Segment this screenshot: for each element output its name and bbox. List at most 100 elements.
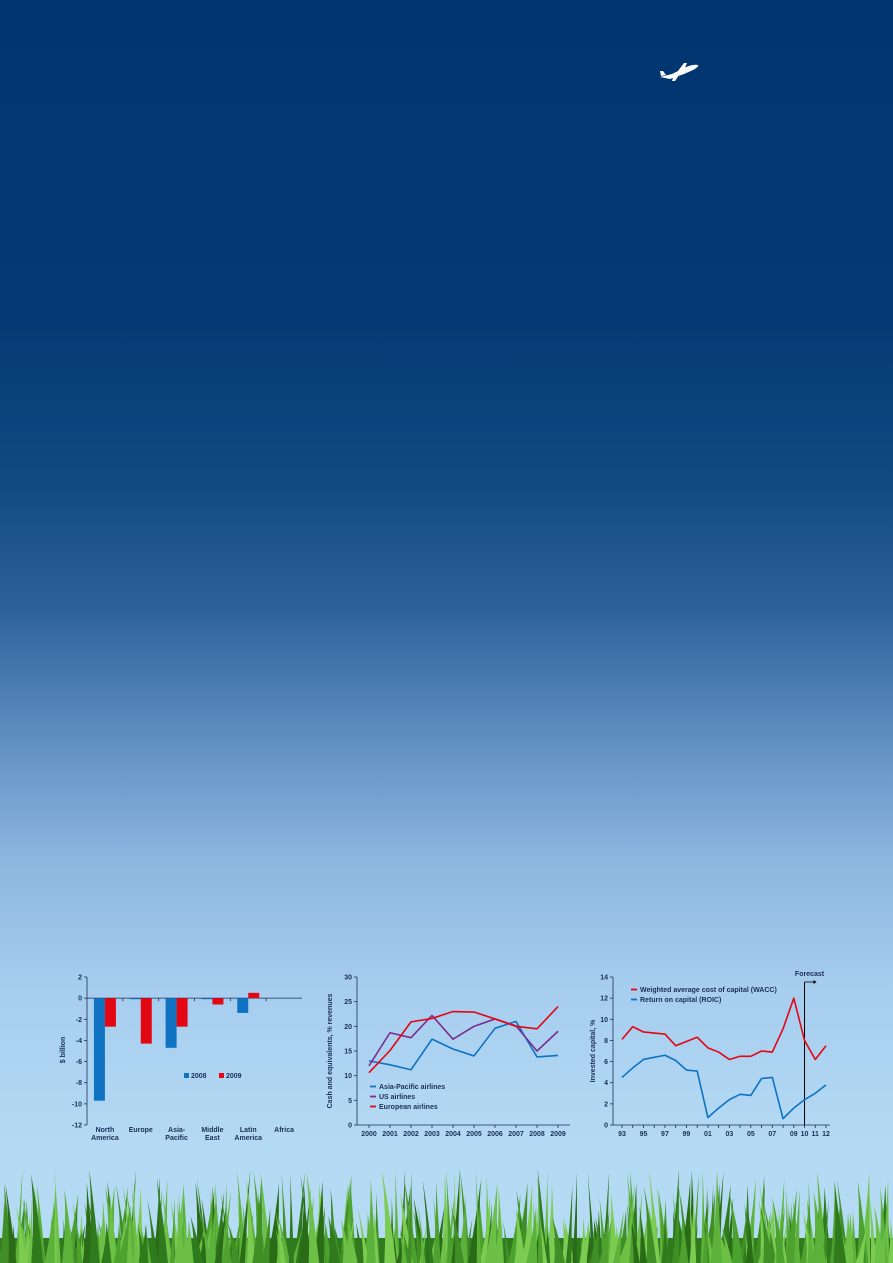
grass-blade xyxy=(291,1230,302,1263)
grass-blade xyxy=(672,1185,680,1263)
grass-strip xyxy=(0,1168,893,1263)
bar-2009 xyxy=(176,998,188,1027)
x-tick-label: Asia- xyxy=(168,1127,186,1134)
grass-blade xyxy=(745,1178,756,1263)
grass-blade xyxy=(137,1223,146,1263)
x-tick-label: 10 xyxy=(801,1131,809,1138)
cash-equivalents-line-chart: Cash and equivalents, % revenues 0 5 10 15 2… xyxy=(320,965,580,1150)
grass-blade xyxy=(771,1195,785,1263)
grass-blade xyxy=(156,1177,168,1263)
y-tick-label: 12 xyxy=(600,996,608,1003)
grass-blade xyxy=(101,1221,112,1263)
grass-blade xyxy=(579,1217,587,1263)
grass-blade xyxy=(451,1205,465,1263)
grass-blade xyxy=(22,1215,31,1263)
grass-blade xyxy=(174,1182,185,1263)
grass-blade xyxy=(183,1220,194,1263)
grass-blade xyxy=(572,1171,577,1263)
x-tick-label: Middle xyxy=(201,1127,223,1134)
grass-blade xyxy=(724,1196,734,1263)
y-tick-label: -4 xyxy=(76,1038,82,1045)
grass-blade xyxy=(27,1196,33,1263)
grass-blade xyxy=(716,1184,731,1263)
grass-blade xyxy=(738,1200,749,1263)
forecast-arrow-head xyxy=(813,980,817,984)
bar-2008 xyxy=(201,998,213,1000)
grass-blade xyxy=(689,1197,697,1263)
y-tick-label: 6 xyxy=(604,1059,608,1066)
grass-blade xyxy=(855,1226,867,1263)
grass-blade xyxy=(617,1226,630,1263)
grass-blade xyxy=(357,1207,369,1263)
grass-blade xyxy=(590,1230,601,1263)
grass-blade xyxy=(72,1203,83,1263)
grass-blade xyxy=(64,1193,79,1263)
grass-blade xyxy=(113,1219,122,1263)
grass-blade xyxy=(169,1197,175,1263)
grass-blade xyxy=(137,1224,149,1263)
grass-blade xyxy=(859,1172,871,1263)
grass-blade xyxy=(599,1209,610,1263)
grass-blade xyxy=(14,1168,23,1263)
x-tick-label: 2000 xyxy=(361,1131,377,1138)
y-axis-label: Invested capital, % xyxy=(590,1019,597,1082)
grass-blade xyxy=(239,1169,251,1263)
grass-blade xyxy=(288,1173,294,1263)
y-tick-label: 14 xyxy=(600,975,608,982)
grass-blade xyxy=(274,1207,286,1263)
grass-blade xyxy=(162,1190,173,1263)
regional-profit-bar-chart: $ billion 2 0 -2 -4 -6 -8 -10 -12 North America Eu… xyxy=(50,965,310,1150)
grass-blade xyxy=(579,1220,590,1263)
x-tick-label: 2006 xyxy=(487,1131,503,1138)
grass-blade xyxy=(678,1216,689,1263)
grass-blade xyxy=(639,1206,647,1263)
legend-label: Weighted average cost of capital (WACC) xyxy=(640,987,777,994)
grass-blade xyxy=(729,1192,744,1263)
bar-2008 xyxy=(129,998,141,1000)
grass-blade xyxy=(5,1184,17,1263)
forecast-annotation: Forecast xyxy=(795,971,825,978)
grass-blade xyxy=(417,1203,426,1263)
x-tick-label: Latin xyxy=(240,1127,257,1134)
grass-blade xyxy=(679,1180,691,1263)
grass-blade xyxy=(47,1189,57,1263)
grass-blade xyxy=(700,1168,706,1263)
grass-blade xyxy=(760,1208,774,1263)
grass-blade xyxy=(623,1182,636,1263)
grass-blade xyxy=(54,1168,61,1263)
grass-blade xyxy=(227,1220,241,1263)
grass-blade xyxy=(702,1197,709,1263)
grass-blade xyxy=(147,1199,159,1263)
grass-blade xyxy=(117,1204,131,1263)
invested-capital-line-chart: Invested capital, % 0 2 4 6 8 10 12 14 93 95 97 99 0… xyxy=(585,965,835,1150)
grass-blade xyxy=(328,1215,341,1263)
legend-label: 2008 xyxy=(191,1073,207,1080)
y-tick-label: 2 xyxy=(78,975,82,982)
grass-blade xyxy=(153,1176,161,1263)
legend-swatch xyxy=(184,1073,189,1078)
grass-blade xyxy=(661,1213,668,1263)
grass-blade xyxy=(131,1184,140,1263)
y-tick-label: 5 xyxy=(348,1098,352,1105)
grass-blade xyxy=(266,1183,280,1263)
grass-blade xyxy=(277,1214,291,1263)
grass-blade xyxy=(475,1169,482,1263)
grass-blade xyxy=(381,1169,397,1263)
y-tick-label: -6 xyxy=(76,1059,82,1066)
grass-blade xyxy=(682,1212,694,1263)
grass-blade xyxy=(600,1215,612,1263)
grass-blade xyxy=(835,1192,847,1263)
grass-blade xyxy=(881,1179,890,1263)
y-axis-label: Cash and equivalents, % revenues xyxy=(327,994,334,1109)
grass-blade xyxy=(648,1169,661,1263)
grass-blade xyxy=(16,1206,27,1263)
grass-blade xyxy=(710,1170,722,1263)
grass-blade xyxy=(446,1170,453,1263)
grass-blade xyxy=(643,1186,657,1263)
grass-blade xyxy=(200,1212,212,1263)
grass-blade xyxy=(786,1200,791,1263)
grass-blade xyxy=(791,1189,800,1263)
grass-blade xyxy=(246,1176,256,1263)
grass-blade xyxy=(423,1194,434,1263)
y-tick-label: 25 xyxy=(344,999,352,1006)
